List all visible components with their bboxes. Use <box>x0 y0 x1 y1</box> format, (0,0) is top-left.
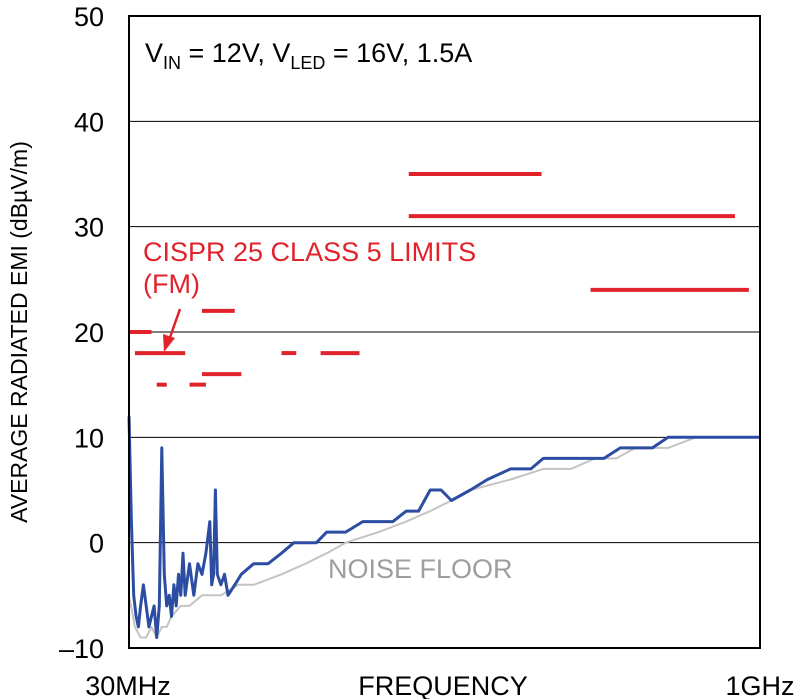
limit-segments <box>129 172 749 387</box>
noise-floor-label: NOISE FLOOR <box>328 554 513 584</box>
y-tick-label: 0 <box>89 529 104 559</box>
y-tick-label: 40 <box>74 107 104 137</box>
condition-text: VIN = 12V, VLED = 16V, 1.5A <box>145 38 472 73</box>
y-tick-label: 50 <box>74 2 104 32</box>
limits-label-fm: (FM) <box>143 269 200 299</box>
grid-lines <box>129 120 760 544</box>
y-tick-label: –10 <box>59 634 104 664</box>
plot-frame <box>128 15 761 649</box>
fm-arrow <box>163 308 182 352</box>
x-tick-label-start: 30MHz <box>85 671 171 699</box>
limits-label: CISPR 25 CLASS 5 LIMITS <box>143 237 476 267</box>
emi-trace-layer <box>127 416 760 639</box>
noise-floor-layer <box>128 436 760 639</box>
x-axis-title: FREQUENCY <box>358 671 528 699</box>
y-tick-labels: –10 0 10 20 30 40 50 <box>59 2 104 664</box>
y-axis-title: AVERAGE RADIATED EMI (dBµV/m) <box>6 141 32 523</box>
noise-floor-line <box>128 436 760 639</box>
emi-trace-line <box>127 416 760 639</box>
y-tick-label: 10 <box>74 423 104 453</box>
y-tick-label: 30 <box>74 213 104 243</box>
y-tick-label: 20 <box>74 318 104 348</box>
x-tick-label-end: 1GHz <box>725 671 794 699</box>
